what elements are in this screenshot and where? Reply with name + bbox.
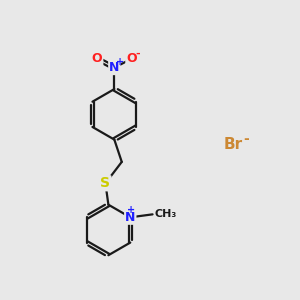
Text: Br: Br [224,136,243,152]
Text: N: N [125,211,136,224]
Text: -: - [136,48,140,59]
Text: O: O [126,52,137,65]
Text: CH₃: CH₃ [154,209,176,219]
Text: S: S [100,176,110,190]
Text: N: N [109,61,119,74]
Text: O: O [92,52,102,65]
Text: +: + [127,205,135,215]
Text: +: + [116,57,124,67]
Text: -: - [244,132,250,146]
